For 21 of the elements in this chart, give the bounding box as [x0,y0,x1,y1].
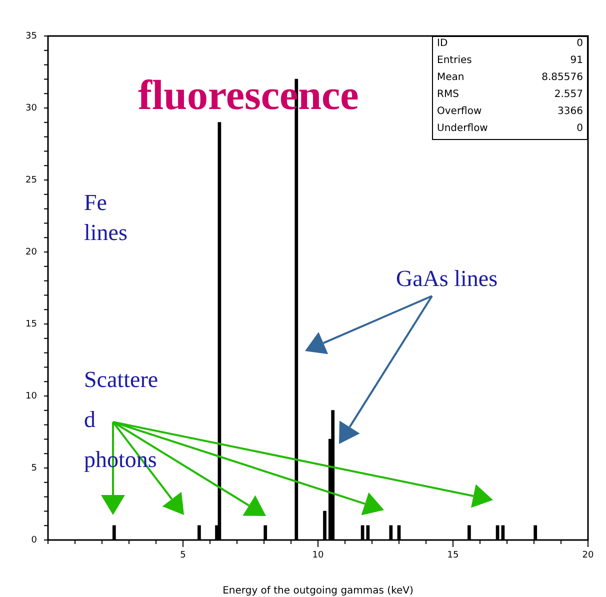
text: RMS 2.557 [437,89,583,100]
text: Entries 91 [437,55,583,66]
text: Overflow 3366 [437,106,583,117]
x-tick-label: 15 [447,550,459,561]
y-tick-label: 10 [26,391,38,402]
x-tick-label: 10 [312,550,324,561]
x-tick-label: 20 [582,550,594,561]
x-tick-label: 5 [180,550,186,561]
y-tick-label: 20 [26,247,38,258]
y-tick-label: 15 [26,319,37,330]
y-tick-label: 0 [31,535,38,546]
y-tick-label: 35 [26,31,37,42]
y-tick-label: 30 [26,103,38,114]
x-axis-title: Energy of the outgoing gammas (keV) [222,586,414,597]
text: Underflow 0 [437,123,583,134]
text: ID 0 [437,38,583,49]
annotation: GaAs lines [396,265,499,293]
text: Mean 8.85576 [437,72,583,83]
y-tick-label: 5 [31,463,37,474]
annotation: Fe lines [84,189,128,247]
y-tick-label: 25 [26,175,37,186]
